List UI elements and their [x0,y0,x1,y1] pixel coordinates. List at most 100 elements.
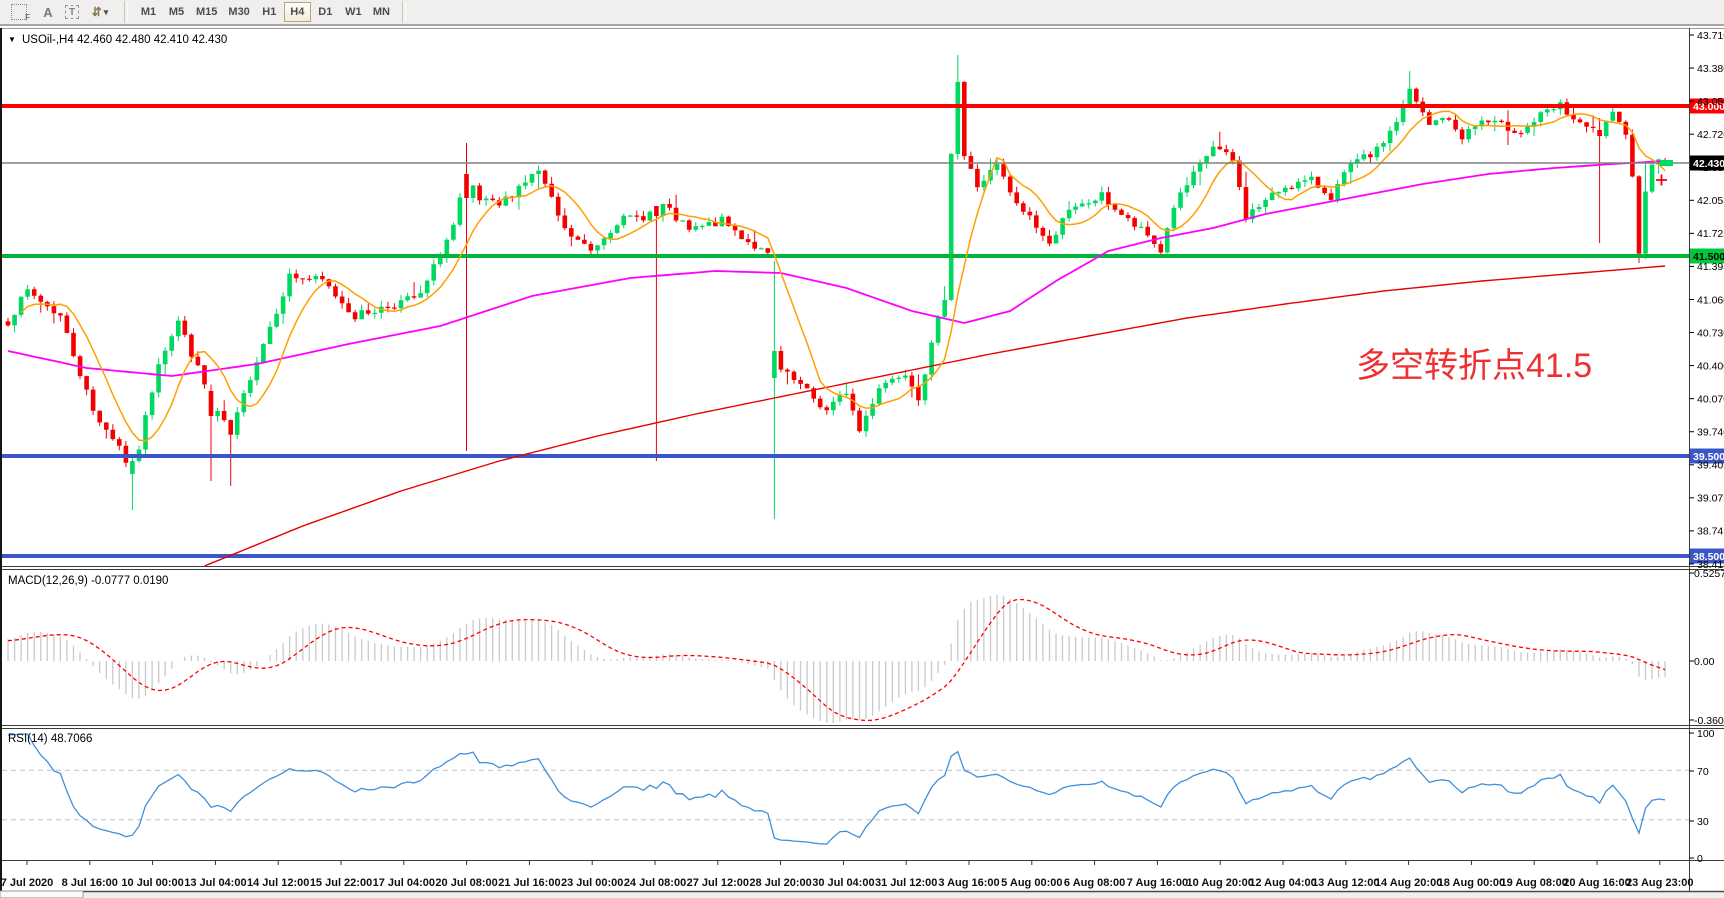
hline-38.500-box [1690,548,1724,564]
date-label: 8 Jul 16:00 [62,877,118,889]
tab-bar-bg [0,891,1724,898]
moving-averages-layer [7,110,1666,567]
label-tool-button[interactable]: T [65,5,79,19]
date-label: 14 Jul 12:00 [247,877,309,889]
price-axis-label: 40.730 [1697,327,1724,339]
date-label: 3 Aug 16:00 [938,877,999,889]
hline-39.500-box [1690,448,1724,464]
macd-axis-label: -0.3603 [1694,715,1724,727]
price-axis-label: 42.055 [1697,195,1724,207]
rsi-line [7,733,1666,845]
timeframe-M15[interactable]: M15 [191,2,222,22]
price-axis-label: 39.075 [1697,493,1724,505]
current-price-label: 42.430 [1693,158,1724,170]
timeframe-H4[interactable]: H4 [283,2,311,22]
symbol-dropdown-icon[interactable]: ▼ [8,35,16,44]
hline-41.500-box [1690,248,1724,264]
date-label: 21 Jul 16:00 [498,877,560,889]
dropdown-caret-icon[interactable]: ▾ [103,6,109,17]
timeframe-W1[interactable]: W1 [340,2,367,22]
price-axis-label: 43.050 [1697,96,1724,108]
hline-43.000-label: 43.000 [1693,101,1724,113]
date-label: 20 Jul 08:00 [435,877,497,889]
toolbar-separator [124,1,128,23]
price-axis-label: 38.745 [1697,526,1724,538]
timeframe-M1[interactable]: M1 [135,2,162,22]
indicators-layer [2,594,1689,845]
current-price-box [1690,155,1724,171]
chart-ohlc-title: USOil-,H4 42.460 42.480 42.410 42.430 [22,34,227,46]
crosshair-plus-marker [1656,174,1667,186]
date-label: 5 Aug 00:00 [1001,877,1062,889]
chart-tab[interactable] [0,890,84,898]
snap-grid-icon[interactable]: F [3,1,35,23]
chart-canvas[interactable]: 43.000 41.500 39.500 38.500 43.710 43.380 43.… [0,28,1724,898]
turning-point-annotation: 多空转折点41.5 [1356,347,1592,385]
date-label: 23 Jul 00:00 [561,877,623,889]
date-label: 10 Jul 00:00 [121,877,183,889]
macd-signal-line [7,598,1666,722]
ma-slow-red [204,265,1666,567]
price-axis-label: 42.720 [1697,129,1724,141]
ma-fast-orange [20,110,1666,442]
toolbar-separator [401,1,406,23]
date-label: 28 Jul 20:00 [749,877,811,889]
arrows-icon: ⇵ [91,5,102,19]
timeframe-M5[interactable]: M5 [163,2,190,22]
date-label: 15 Jul 22:00 [310,877,372,889]
date-label: 18 Aug 00:00 [1438,877,1505,889]
date-label: 30 Jul 04:00 [812,877,874,889]
date-label: 7 Aug 16:00 [1127,877,1188,889]
timeframe-M30[interactable]: M30 [223,2,254,22]
price-markers-layer: 42.430 [2,155,1724,186]
date-label: 7 Jul 2020 [1,877,54,889]
rsi-axis-label: 100 [1697,728,1715,740]
timeframe-H1[interactable]: H1 [256,2,283,22]
date-label: 14 Aug 20:00 [1375,877,1442,889]
price-axis-label: 38.415 [1697,559,1724,571]
price-axis-label: 41.395 [1697,261,1724,273]
text-tool-button[interactable]: A [35,2,61,22]
date-label: 10 Aug 20:00 [1186,877,1253,889]
arrow-objects-button[interactable]: ⇵ ▾ [83,1,117,23]
panel-frame [0,28,1724,891]
date-label: 27 Jul 12:00 [687,877,749,889]
price-axis-label: 40.400 [1697,360,1724,372]
window-left-border [0,28,2,891]
timeframe-toolbar: M1 M5 M15 M30 H1 H4 D1 W1 MN [135,2,395,22]
date-label: 17 Jul 04:00 [373,877,435,889]
bottom-tab-bar [0,890,1724,898]
date-label: 31 Jul 12:00 [875,877,937,889]
macd-axis-label: 0.00 [1694,656,1715,668]
bullish-candles [12,81,1661,475]
ma-mid-magenta [7,160,1666,377]
price-axis[interactable]: 43.71043.38043.05042.72042.38542.05541.7… [1689,30,1724,865]
hline-38.500-label: 38.500 [1693,551,1724,563]
date-label: 12 Aug 04:00 [1249,877,1316,889]
rsi-axis-label: 70 [1697,766,1709,778]
date-label: 24 Jul 08:00 [624,877,686,889]
date-label: 13 Jul 04:00 [184,877,246,889]
price-axis-label: 39.740 [1697,427,1724,439]
rsi-axis-label: 30 [1697,816,1709,828]
rsi-axis-label: 0 [1697,853,1703,865]
hline-41.500-label: 41.500 [1693,251,1724,263]
dotted-box-icon [11,4,27,20]
date-label: 19 Aug 08:00 [1500,877,1567,889]
chart-plot-area[interactable] [0,28,1724,898]
date-label: 23 Aug 23:00 [1626,877,1693,889]
timeframe-D1[interactable]: D1 [312,2,339,22]
time-axis[interactable]: 7 Jul 2020 8 Jul 16:00 10 Jul 00:00 13 Jul … [1,861,1694,889]
macd-axis-label: 0.5257 [1694,568,1724,580]
timeframe-MN[interactable]: MN [368,2,395,22]
price-axis-label: 41.725 [1697,228,1724,240]
date-label: 6 Aug 08:00 [1064,877,1125,889]
macd-title: MACD(12,26,9) -0.0777 0.0190 [8,575,168,587]
toolbar: F A T ⇵ ▾ M1 M5 M15 M30 H1 H4 D1 W1 MN [0,0,1724,26]
horizontal-lines-layer[interactable]: 43.000 41.500 39.500 38.500 [2,98,1724,564]
hline-39.500-label: 39.500 [1693,451,1724,463]
price-axis-label: 41.060 [1697,294,1724,306]
price-axis-label: 43.710 [1697,30,1724,42]
macd-histogram [7,594,1666,723]
f-subscript-label: F [25,13,30,22]
